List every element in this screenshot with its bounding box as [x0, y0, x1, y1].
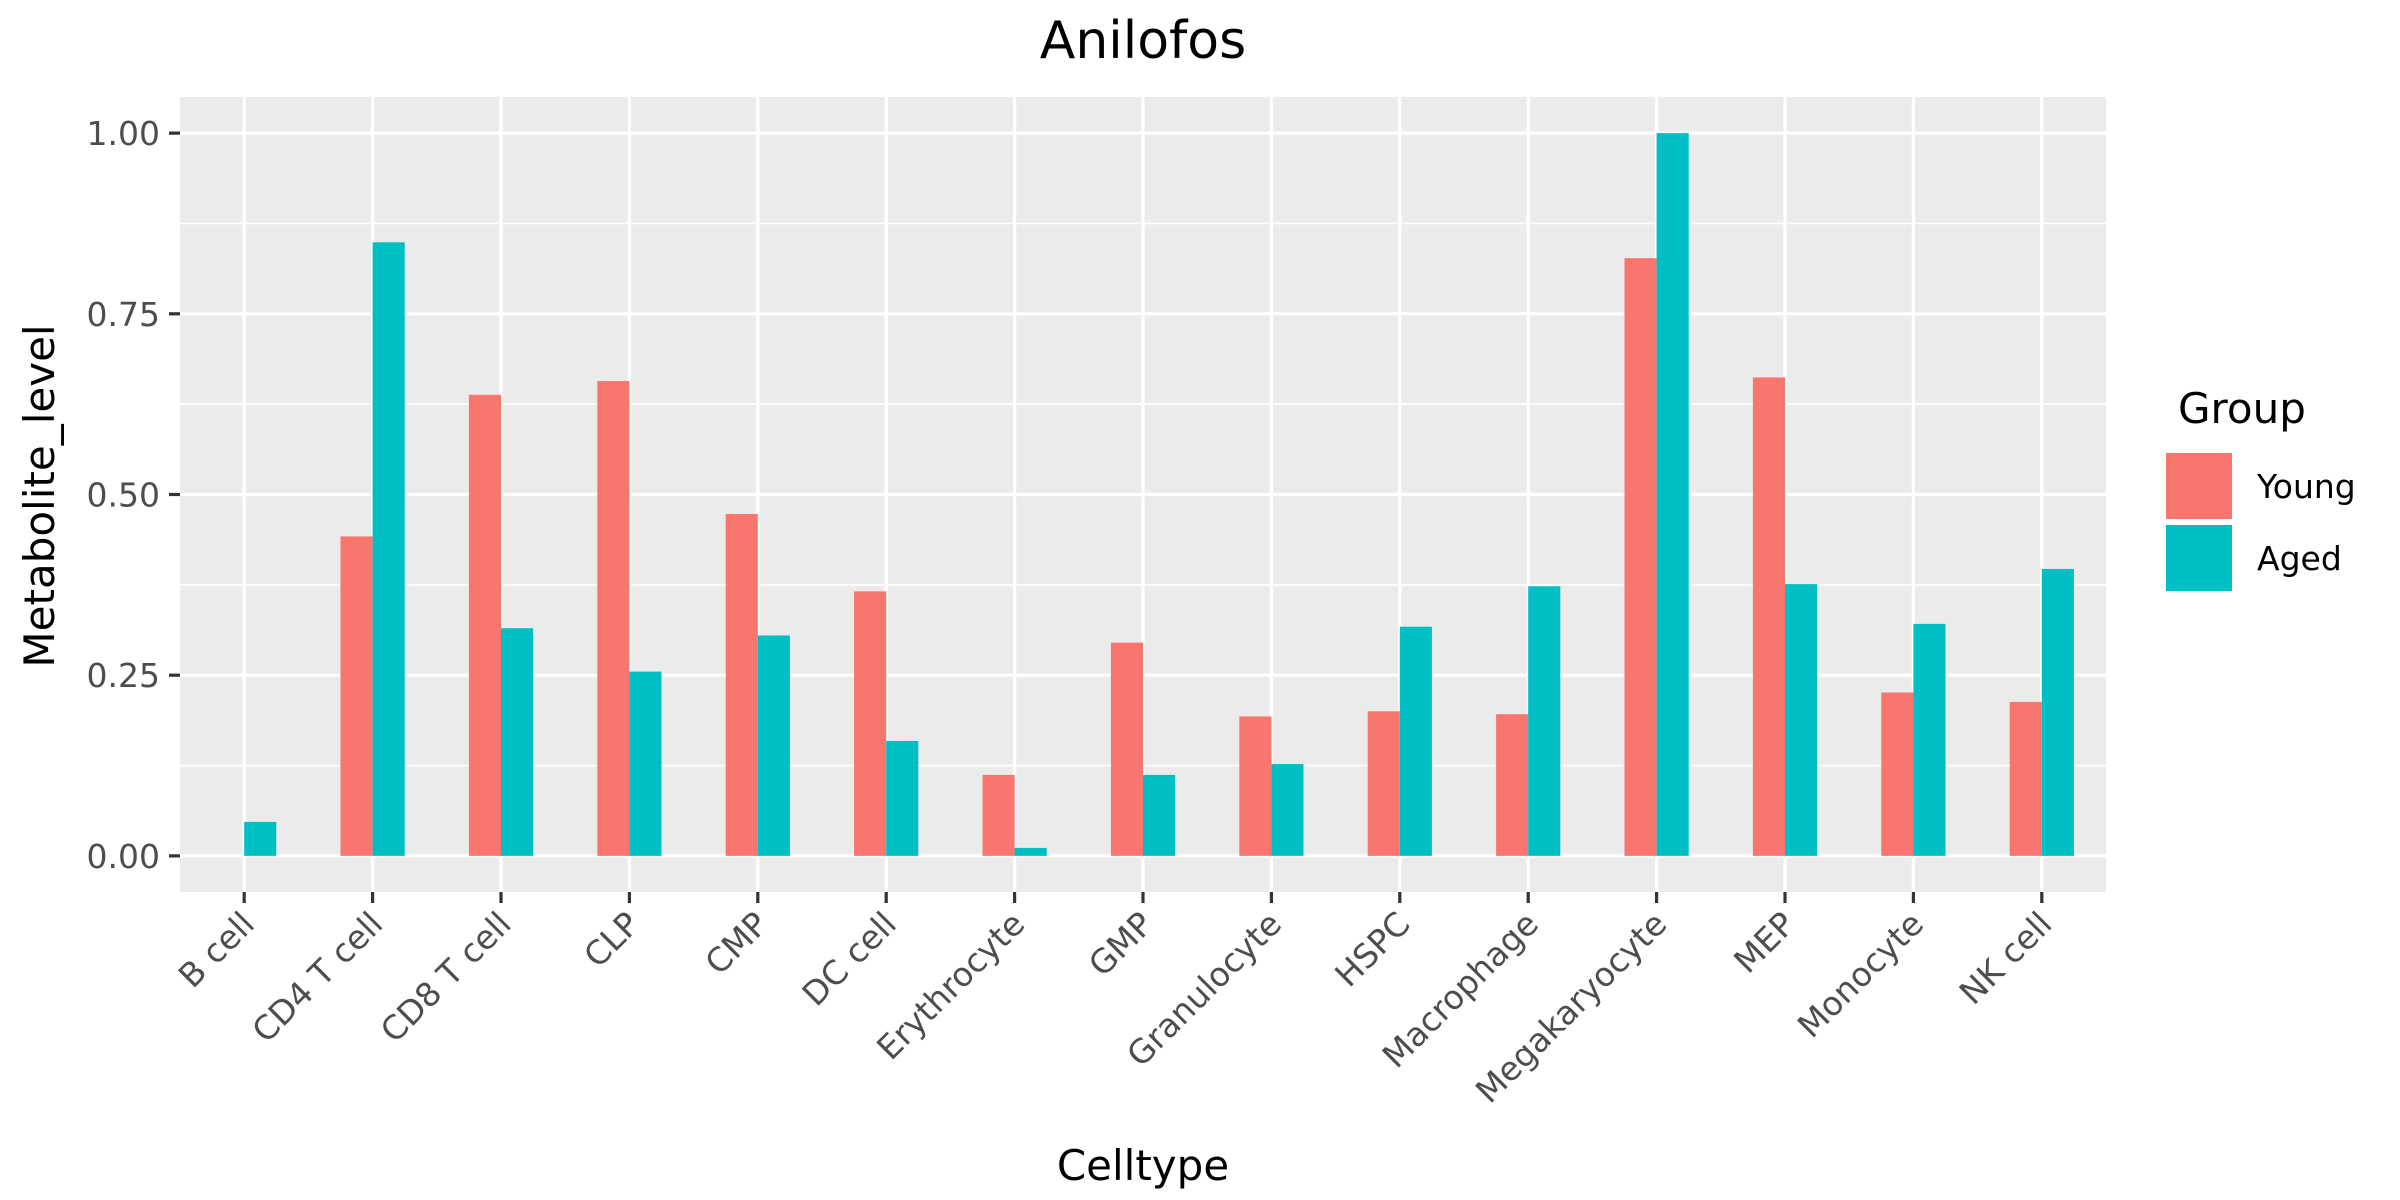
bar-young-cmp — [725, 514, 758, 856]
bar-young-cd4-t-cell — [340, 536, 373, 856]
y-tick-label: 0.00 — [87, 837, 160, 876]
y-tick-label: 0.25 — [87, 656, 160, 695]
bar-young-granulocyte — [1239, 716, 1272, 856]
x-tick-label-gmp: GMP — [1081, 904, 1161, 984]
legend-title: Group — [2178, 384, 2306, 433]
x-tick-label-nk-cell: NK cell — [1952, 904, 2060, 1012]
legend-label-aged: Aged — [2257, 539, 2342, 578]
legend-key-aged — [2166, 525, 2232, 591]
bar-young-dc-cell — [854, 591, 887, 856]
x-tick-label-cd8-t-cell: CD8 T cell — [373, 904, 519, 1050]
bar-aged-b-cell — [244, 821, 277, 856]
bar-young-macrophage — [1496, 714, 1529, 856]
bar-young-gmp — [1110, 642, 1143, 856]
y-axis-title: Metabolite_level — [15, 324, 64, 667]
bar-aged-cd8-t-cell — [501, 628, 534, 856]
bar-aged-macrophage — [1528, 586, 1561, 856]
bar-aged-gmp — [1143, 774, 1176, 856]
bar-young-hspc — [1367, 711, 1400, 856]
x-tick-label-dc-cell: DC cell — [794, 904, 903, 1013]
x-tick-label-cmp: CMP — [697, 904, 775, 982]
bar-aged-granulocyte — [1271, 764, 1304, 856]
x-tick-label-clp: CLP — [576, 904, 647, 975]
bar-aged-cd4-t-cell — [372, 242, 405, 856]
bar-young-mep — [1752, 377, 1785, 856]
y-tick-label: 1.00 — [87, 114, 160, 153]
bar-aged-cmp — [757, 635, 790, 856]
bar-aged-clp — [629, 671, 662, 856]
bar-aged-mep — [1785, 584, 1818, 856]
bar-young-nk-cell — [2009, 701, 2042, 856]
bar-aged-nk-cell — [2041, 568, 2074, 856]
bar-aged-erythrocyte — [1014, 847, 1047, 856]
legend: Young Aged — [2166, 453, 2356, 591]
bar-aged-megakaryocyte — [1656, 133, 1689, 856]
legend-key-young — [2166, 453, 2232, 519]
bar-aged-hspc — [1399, 626, 1432, 856]
bar-young-erythrocyte — [982, 774, 1015, 856]
x-tick-label-monocyte: Monocyte — [1790, 904, 1931, 1045]
legend-label-young: Young — [2256, 467, 2356, 506]
chart-title: Anilofos — [1040, 11, 1246, 71]
bar-young-cd8-t-cell — [468, 394, 501, 856]
bar-aged-dc-cell — [886, 740, 919, 856]
x-tick-label-b-cell: B cell — [171, 904, 262, 995]
bar-young-clp — [597, 381, 630, 856]
bar-aged-monocyte — [1913, 623, 1946, 856]
y-tick-label: 0.50 — [87, 476, 160, 515]
y-tick-label: 0.75 — [87, 295, 160, 334]
x-tick-label-mep: MEP — [1726, 904, 1803, 981]
x-axis-title: Celltype — [1057, 1141, 1229, 1190]
x-tick-label-cd4-t-cell: CD4 T cell — [244, 904, 390, 1050]
bar-young-megakaryocyte — [1624, 258, 1657, 856]
bar-young-monocyte — [1881, 692, 1914, 856]
x-tick-label-hspc: HSPC — [1327, 904, 1417, 994]
